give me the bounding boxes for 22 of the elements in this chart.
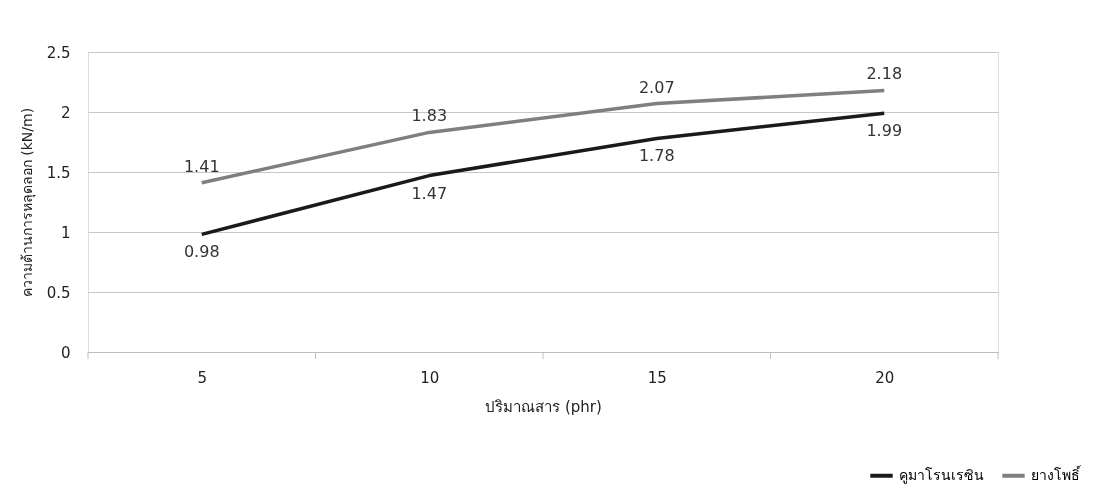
- x-tick-label: 10: [420, 368, 440, 387]
- legend-label: คูมาโรนเรซิน: [899, 466, 984, 484]
- y-axis-title: ความต้านการหลุดลอก (kN/m): [18, 107, 36, 298]
- data-label: 2.07: [638, 77, 675, 97]
- data-label: 0.98: [183, 242, 220, 262]
- data-label: 1.99: [866, 121, 903, 141]
- data-label: 1.83: [411, 106, 448, 126]
- data-label: 2.18: [866, 64, 903, 84]
- data-label: 1.47: [411, 183, 448, 203]
- x-tick-label: 5: [197, 368, 208, 387]
- y-tick-label: 2.5: [46, 43, 71, 62]
- y-tick-label: 0: [60, 343, 71, 362]
- legend-label: ยางโพธิ์: [1031, 464, 1082, 483]
- x-tick-label: 15: [647, 368, 667, 387]
- data-label: 1.78: [638, 146, 675, 166]
- y-tick-label: 2: [60, 103, 71, 122]
- data-label: 1.41: [183, 156, 220, 176]
- y-tick-label: 0.5: [46, 283, 71, 302]
- x-axis-title: ปริมาณสาร (phr): [485, 397, 602, 416]
- y-tick-label: 1.5: [46, 163, 71, 182]
- y-tick-label: 1: [60, 223, 71, 242]
- x-tick-label: 20: [875, 368, 895, 387]
